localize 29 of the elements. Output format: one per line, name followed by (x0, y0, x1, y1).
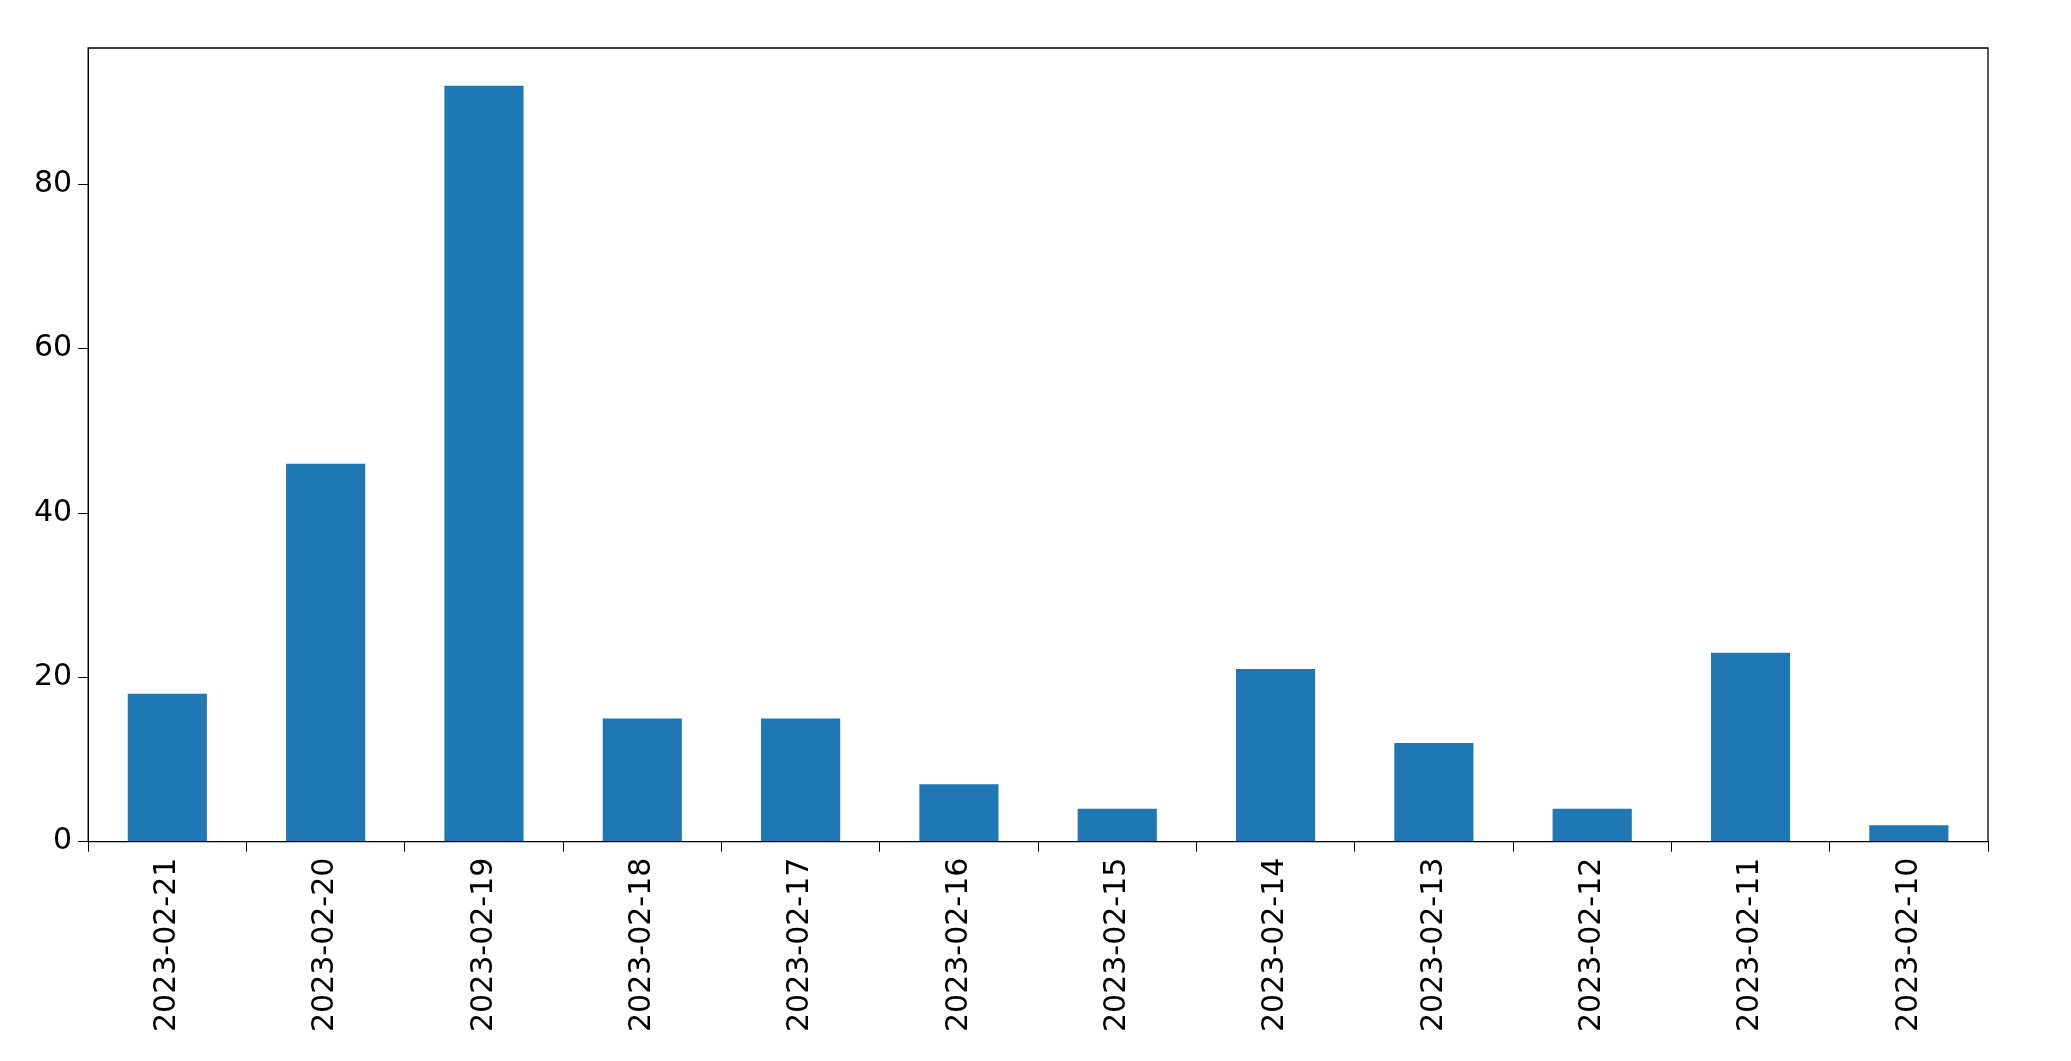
bar (444, 85, 524, 842)
x-tick-label: 2023-02-11 (1730, 857, 1766, 1033)
y-tick-label: 0 (53, 821, 73, 857)
y-tick-label: 80 (33, 164, 73, 200)
x-tick-label: 2023-02-14 (1255, 857, 1291, 1033)
bar (1077, 808, 1157, 842)
bar (1394, 743, 1474, 842)
y-tick-label: 40 (33, 492, 73, 528)
x-tick-label: 2023-02-10 (1888, 857, 1924, 1033)
x-tick-label: 2023-02-15 (1097, 857, 1133, 1033)
y-tick-label: 60 (33, 328, 73, 364)
x-tick-label: 2023-02-16 (938, 857, 974, 1033)
x-tick-label: 2023-02-20 (305, 857, 341, 1033)
y-tick-label: 20 (33, 657, 73, 693)
bar (761, 718, 841, 842)
bar (286, 463, 366, 842)
x-tick-label: 2023-02-17 (780, 857, 816, 1033)
bar (1710, 652, 1791, 842)
bar (919, 784, 999, 842)
x-tick-label: 2023-02-21 (147, 857, 183, 1033)
x-tick-label: 2023-02-19 (463, 857, 499, 1033)
x-tick-label: 2023-02-12 (1572, 857, 1607, 1033)
x-tick-label: 2023-02-13 (1413, 857, 1449, 1033)
bar (1552, 808, 1632, 842)
bar (602, 718, 682, 842)
x-tick-label: 2023-02-18 (622, 857, 658, 1033)
bar (127, 693, 207, 842)
bar (1869, 825, 1949, 842)
bar (1235, 669, 1316, 842)
